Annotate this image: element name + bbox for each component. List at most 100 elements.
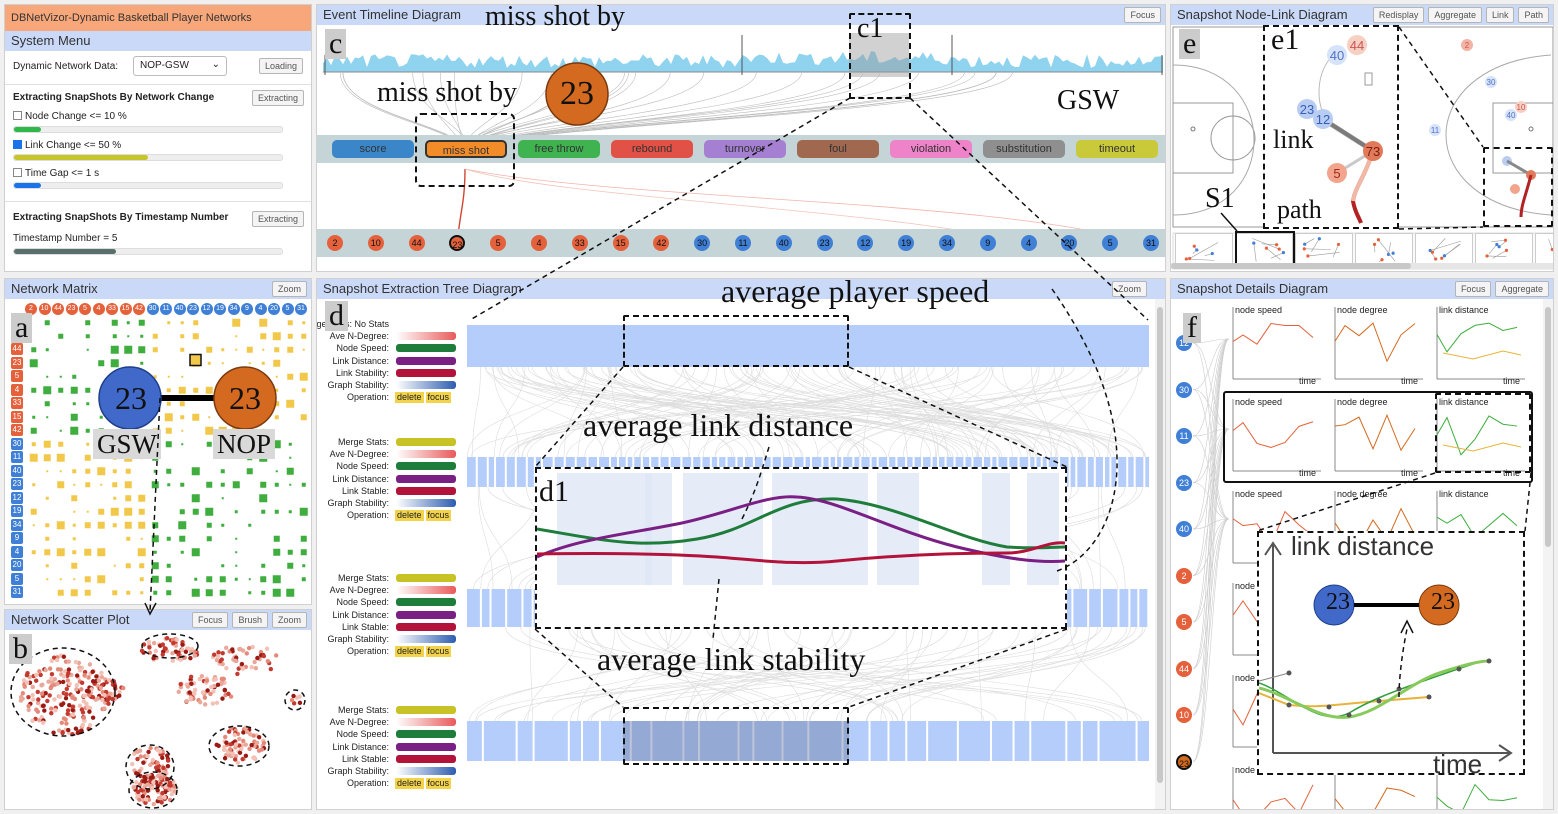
matrix-cell[interactable] xyxy=(153,375,157,379)
matrix-cell[interactable] xyxy=(151,535,159,543)
scatter-point[interactable] xyxy=(53,708,58,713)
matrix-col-label[interactable]: 9 xyxy=(241,303,253,315)
scatter-point[interactable] xyxy=(215,654,221,659)
scatter-point[interactable] xyxy=(210,701,216,706)
tree-snapshot-node[interactable] xyxy=(1128,457,1134,487)
matrix-cell[interactable] xyxy=(221,523,225,527)
scatter-point[interactable] xyxy=(155,783,160,789)
tree-snapshot-node[interactable] xyxy=(1111,457,1117,487)
scatter-point[interactable] xyxy=(205,688,210,693)
timeline-player-node[interactable]: 44 xyxy=(408,235,425,251)
matrix-cell[interactable] xyxy=(124,507,133,516)
scatter-point[interactable] xyxy=(141,760,146,765)
matrix-cell[interactable] xyxy=(260,481,267,488)
matrix-cell[interactable] xyxy=(275,375,278,378)
matrix-cell[interactable] xyxy=(191,548,200,557)
link-change-checkbox[interactable] xyxy=(13,140,22,149)
matrix-cell[interactable] xyxy=(97,467,106,476)
scatter-point[interactable] xyxy=(192,653,198,658)
matrix-cell[interactable] xyxy=(140,591,144,595)
scatter-point[interactable] xyxy=(249,665,254,670)
thumb-scrollbar[interactable] xyxy=(1171,263,1553,269)
matrix-row-label[interactable]: 42 xyxy=(11,424,23,436)
event-category-score[interactable]: score xyxy=(332,140,414,158)
scatter-point[interactable] xyxy=(105,698,110,703)
matrix-cell[interactable] xyxy=(235,348,238,351)
matrix-cell[interactable] xyxy=(274,509,279,514)
matrix-cell[interactable] xyxy=(206,441,212,447)
matrix-cell[interactable] xyxy=(205,426,214,435)
focus-button[interactable]: focus xyxy=(425,778,452,790)
scatter-point[interactable] xyxy=(40,720,46,725)
tree-snapshot-node[interactable] xyxy=(1070,457,1076,487)
matrix-row-label[interactable]: 30 xyxy=(11,437,23,450)
snapshot-thumbnail[interactable] xyxy=(1415,233,1473,267)
matrix-cell[interactable] xyxy=(153,590,158,595)
matrix-cell[interactable] xyxy=(289,483,292,486)
tree-snapshot-node[interactable] xyxy=(631,721,651,761)
delete-button[interactable]: delete xyxy=(395,392,424,404)
scatter-point[interactable] xyxy=(67,681,72,686)
matrix-cell[interactable] xyxy=(180,334,185,339)
link-change-slider[interactable] xyxy=(13,154,283,161)
scatter-point[interactable] xyxy=(30,684,35,690)
scatter-point[interactable] xyxy=(145,782,150,787)
matrix-cell[interactable] xyxy=(138,508,145,515)
tree-snapshot-node[interactable] xyxy=(907,721,927,761)
tree-snapshot-node[interactable] xyxy=(1095,457,1103,487)
tree-snapshot-node[interactable] xyxy=(523,589,532,627)
event-category-turnover[interactable]: turnover xyxy=(704,140,786,158)
timeline-player-node[interactable]: 33 xyxy=(571,235,588,251)
scatter-point[interactable] xyxy=(237,750,243,755)
timeline-player-node[interactable]: 31 xyxy=(1143,235,1159,251)
scatter-point[interactable] xyxy=(178,657,183,662)
scatter-point[interactable] xyxy=(78,667,83,673)
matrix-cell[interactable] xyxy=(112,482,118,488)
matrix-cell[interactable] xyxy=(71,495,78,502)
event-category-substitution[interactable]: substitution xyxy=(983,140,1065,158)
matrix-col-label[interactable]: 20 xyxy=(268,303,280,315)
tree-snapshot-node[interactable] xyxy=(1031,721,1066,761)
matrix-col-label[interactable]: 31 xyxy=(295,303,307,315)
scatter-point[interactable] xyxy=(52,697,57,702)
scatter-point[interactable] xyxy=(167,782,172,788)
scatter-brush-button[interactable]: Brush xyxy=(232,612,268,628)
scatter-point[interactable] xyxy=(138,754,144,759)
scatter-point[interactable] xyxy=(143,797,149,802)
scatter-point[interactable] xyxy=(137,797,142,802)
delete-button[interactable]: delete xyxy=(395,646,424,658)
matrix-cell[interactable] xyxy=(73,578,76,581)
scatter-point[interactable] xyxy=(183,649,189,654)
matrix-cell[interactable] xyxy=(112,523,117,528)
scatter-point[interactable] xyxy=(158,775,163,781)
timeline-player-node[interactable]: 40 xyxy=(775,235,792,251)
tree-snapshot-node[interactable] xyxy=(467,457,476,487)
scatter-point[interactable] xyxy=(188,674,194,679)
snapshot-thumbnail[interactable] xyxy=(1475,233,1533,267)
matrix-cell[interactable] xyxy=(259,494,268,503)
matrix-cell[interactable] xyxy=(140,361,144,365)
details-player-node[interactable]: 30 xyxy=(1176,381,1192,398)
scatter-point[interactable] xyxy=(57,694,63,699)
scatter-point[interactable] xyxy=(26,703,31,709)
scatter-point[interactable] xyxy=(77,703,83,709)
matrix-col-label[interactable]: 5 xyxy=(281,303,294,315)
scatter-point[interactable] xyxy=(228,742,233,747)
matrix-cell[interactable] xyxy=(192,413,200,421)
scatter-point[interactable] xyxy=(139,648,145,654)
time-gap-option[interactable]: Time Gap <= 1 s xyxy=(13,168,99,179)
scatter-point[interactable] xyxy=(87,709,92,714)
matrix-cell[interactable] xyxy=(110,507,119,516)
scatter-point[interactable] xyxy=(264,646,270,651)
matrix-cell[interactable] xyxy=(100,483,103,486)
scatter-point[interactable] xyxy=(60,730,65,736)
timeline-focus-button[interactable]: Focus xyxy=(1124,7,1161,23)
scatter-point[interactable] xyxy=(291,693,296,699)
matrix-cell[interactable] xyxy=(219,576,226,583)
matrix-cell[interactable] xyxy=(192,508,199,515)
scatter-point[interactable] xyxy=(86,689,91,694)
scatter-point[interactable] xyxy=(172,789,177,794)
scatter-point[interactable] xyxy=(102,692,107,698)
matrix-cell[interactable] xyxy=(125,495,132,502)
scatter-point[interactable] xyxy=(155,760,160,766)
